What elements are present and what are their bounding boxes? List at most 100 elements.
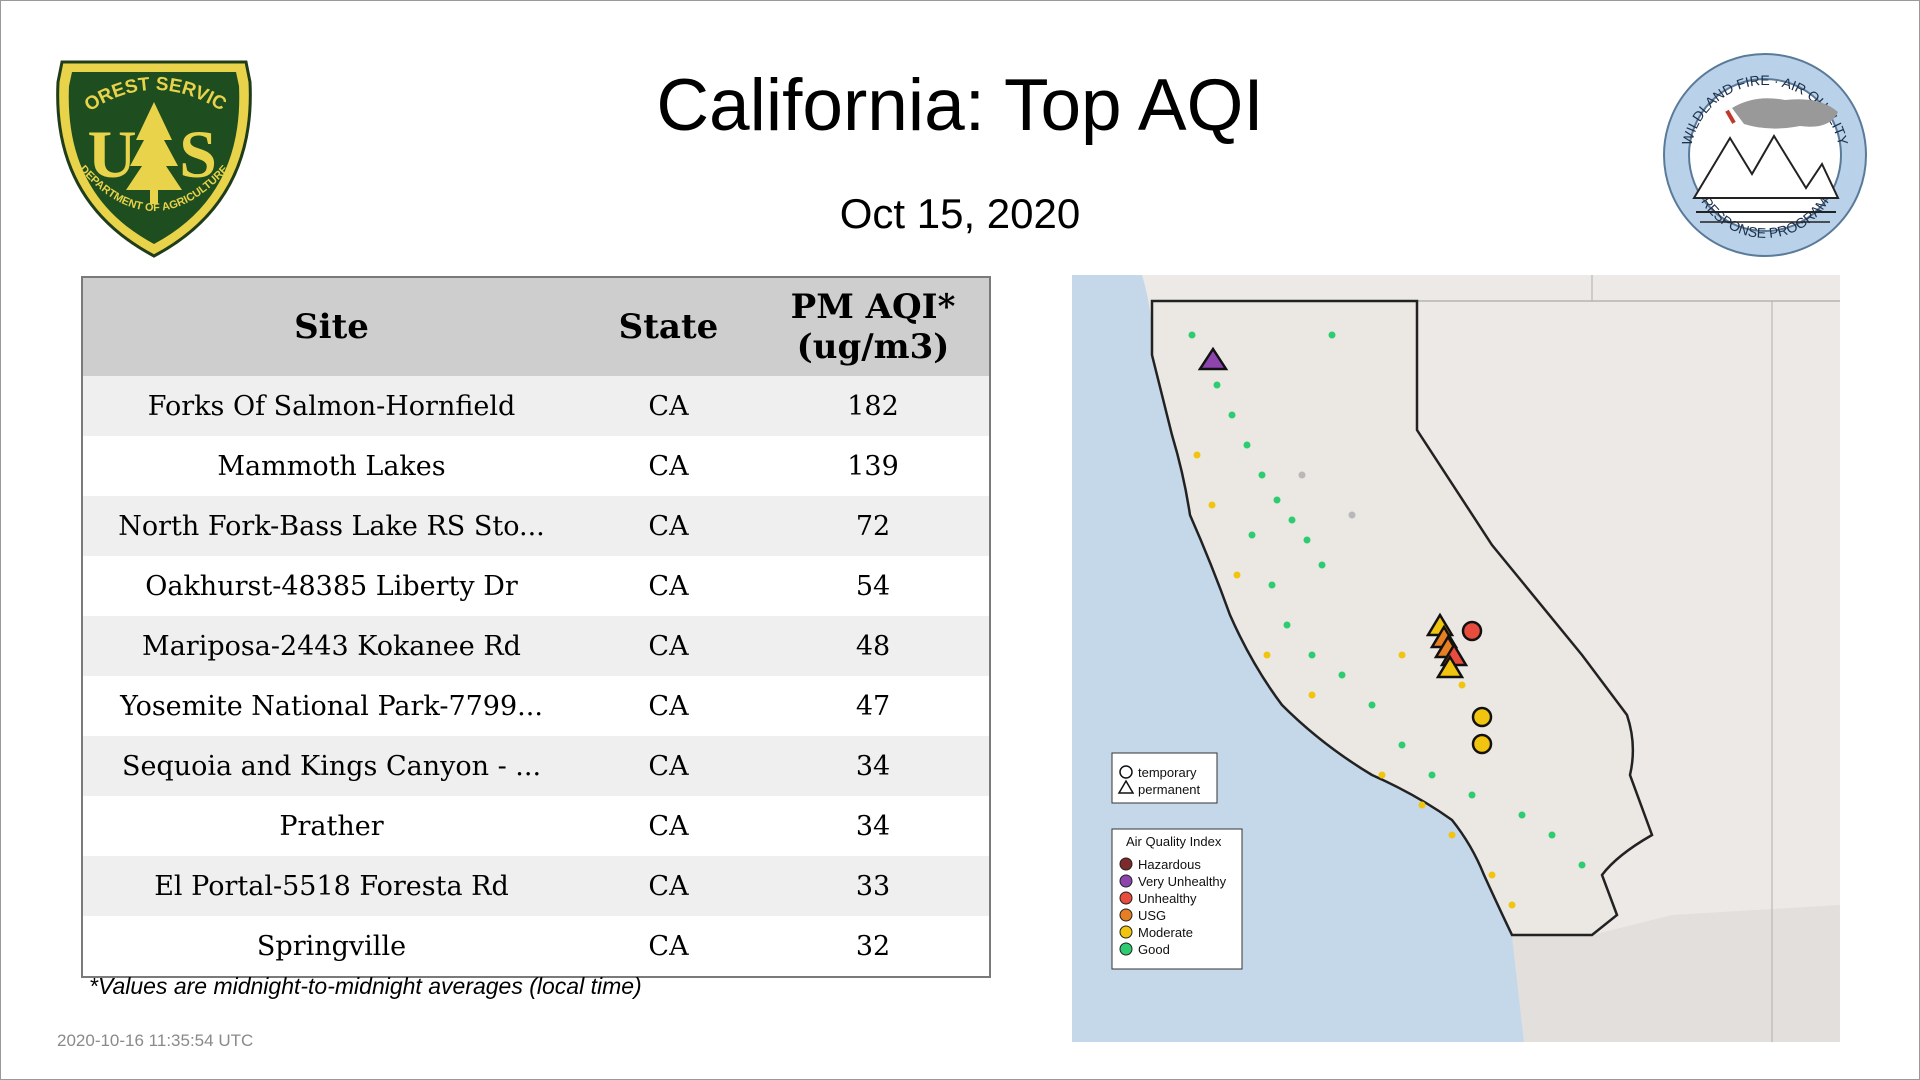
highlighted-monitors [1197, 346, 1493, 755]
aqi-cell: 34 [757, 736, 990, 796]
aqi-cell: 139 [757, 436, 990, 496]
monitor-dot [1268, 581, 1276, 589]
monitor-dot [1258, 471, 1266, 479]
monitor-dot [1208, 501, 1216, 509]
monitor-dot [1578, 861, 1586, 869]
monitor-dot [1518, 811, 1526, 819]
table-row: Mammoth Lakes CA 139 [82, 436, 990, 496]
monitor-moderate-circle [1471, 733, 1493, 755]
table-row: Oakhurst-48385 Liberty Dr CA 54 [82, 556, 990, 616]
monitor-moderate-triangle [1435, 654, 1465, 679]
svg-text:U: U [87, 116, 136, 192]
table-row: Prather CA 34 [82, 796, 990, 856]
monitor-dot [1418, 801, 1426, 809]
top-aqi-table: Site State PM AQI* (ug/m3) Forks Of Salm… [81, 276, 991, 978]
california-aqi-map: temporary permanent Air Quality Index Ha… [1072, 275, 1840, 1042]
table-row: Springville CA 32 [82, 916, 990, 977]
aqi-column-header: PM AQI* (ug/m3) [757, 277, 990, 376]
svg-text:S: S [179, 116, 217, 192]
monitor-unhealthy-circle [1461, 620, 1483, 642]
monitor-dot [1288, 516, 1296, 524]
legend-temporary-label: temporary [1138, 765, 1197, 780]
shape-legend: temporary permanent [1111, 752, 1218, 804]
legend-swatch-unhealthy [1119, 891, 1133, 905]
legend-good-label: Good [1138, 942, 1170, 957]
aqi-cell: 33 [757, 856, 990, 916]
monitor-dot [1188, 331, 1196, 339]
legend-swatch-moderate [1119, 925, 1133, 939]
monitor-very-unhealthy-triangle [1197, 346, 1229, 371]
site-cell: North Fork-Bass Lake RS Sto... [82, 496, 580, 556]
legend-permanent-label: permanent [1138, 782, 1201, 797]
monitor-dot [1458, 681, 1466, 689]
monitor-dot [1228, 411, 1236, 419]
aqi-legend-title: Air Quality Index [1126, 834, 1222, 849]
site-column-header: Site [82, 277, 580, 376]
state-cell: CA [580, 616, 757, 676]
state-cell: CA [580, 496, 757, 556]
aqi-legend-box [1111, 828, 1243, 970]
state-cell: CA [580, 916, 757, 977]
site-cell: El Portal-5518 Foresta Rd [82, 856, 580, 916]
page-date: Oct 15, 2020 [839, 190, 1081, 237]
state-cell: CA [580, 676, 757, 736]
monitor-moderate-circle [1471, 706, 1493, 728]
monitor-dot [1348, 511, 1356, 519]
monitor-dot [1398, 741, 1406, 749]
legend-very-unhealthy-label: Very Unhealthy [1138, 874, 1227, 889]
monitor-dot [1338, 671, 1346, 679]
monitor-dot [1303, 536, 1311, 544]
legend-moderate-label: Moderate [1138, 925, 1193, 940]
aqi-cell: 32 [757, 916, 990, 977]
legend-usg-label: USG [1138, 908, 1166, 923]
monitor-dot [1233, 571, 1241, 579]
table-row: Yosemite National Park-7799... CA 47 [82, 676, 990, 736]
monitor-dot [1508, 901, 1516, 909]
page-title: California: Top AQI [656, 65, 1264, 146]
legend-swatch-hazardous [1119, 857, 1133, 871]
state-cell: CA [580, 556, 757, 616]
legend-swatch-very-unhealthy [1119, 874, 1133, 888]
state-cell: CA [580, 736, 757, 796]
monitor-dot [1368, 701, 1376, 709]
monitor-dot [1398, 651, 1406, 659]
background-monitor-dots [1188, 331, 1586, 909]
site-cell: Oakhurst-48385 Liberty Dr [82, 556, 580, 616]
monitor-dot [1273, 496, 1281, 504]
legend-unhealthy-label: Unhealthy [1138, 891, 1197, 906]
monitor-dot [1243, 441, 1251, 449]
aqi-cell: 47 [757, 676, 990, 736]
shape-legend-box [1111, 752, 1218, 804]
site-cell: Yosemite National Park-7799... [82, 676, 580, 736]
california-outline [1150, 299, 1654, 937]
state-cell: CA [580, 376, 757, 436]
site-cell: Mammoth Lakes [82, 436, 580, 496]
table-row: Forks Of Salmon-Hornfield CA 182 [82, 376, 990, 436]
state-cell: CA [580, 436, 757, 496]
monitor-dot [1328, 331, 1336, 339]
site-cell: Sequoia and Kings Canyon - ... [82, 736, 580, 796]
site-cell: Forks Of Salmon-Hornfield [82, 376, 580, 436]
table-row: Mariposa-2443 Kokanee Rd CA 48 [82, 616, 990, 676]
site-cell: Springville [82, 916, 580, 977]
legend-hazardous-label: Hazardous [1138, 857, 1201, 872]
table-header-row: Site State PM AQI* (ug/m3) [82, 277, 990, 376]
monitor-dot [1308, 691, 1316, 699]
monitor-dot [1193, 451, 1201, 459]
table-row: El Portal-5518 Foresta Rd CA 33 [82, 856, 990, 916]
aqi-cell: 182 [757, 376, 990, 436]
legend-swatch-usg [1119, 908, 1133, 922]
monitor-dot [1488, 871, 1496, 879]
monitor-dot [1263, 651, 1271, 659]
legend-swatch-good [1119, 942, 1133, 956]
aqi-cell: 72 [757, 496, 990, 556]
state-column-header: State [580, 277, 757, 376]
wildland-fire-air-quality-seal-icon: WILDLAND FIRE · AIR QUALITY RESPONSE PRO… [1663, 53, 1867, 257]
site-cell: Mariposa-2443 Kokanee Rd [82, 616, 580, 676]
triangle-icon [1117, 779, 1135, 794]
forest-service-shield-icon: FOREST SERVICE U S DEPARTMENT OF AGRICUL… [52, 52, 252, 258]
state-cell: CA [580, 856, 757, 916]
monitor-dot [1248, 531, 1256, 539]
aqi-legend: Air Quality Index Hazardous Very Unhealt… [1111, 828, 1243, 970]
monitor-dot [1308, 651, 1316, 659]
